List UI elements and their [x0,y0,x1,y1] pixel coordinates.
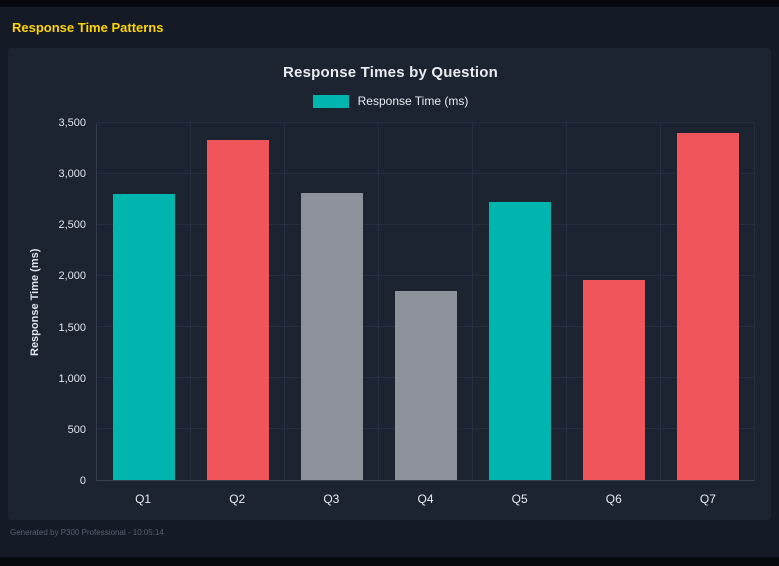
v-gridline [566,123,567,480]
y-tick-label: 2,500 [58,219,86,232]
bar-q2[interactable] [206,140,270,480]
v-gridline [378,123,379,480]
x-tick-label: Q1 [135,492,152,506]
y-axis-ticks: 0 500 1,000 1,500 2,000 2,500 3,000 3,500 [48,117,96,487]
y-tick-label: 1,500 [58,321,86,334]
v-gridline [660,123,661,480]
v-gridline [189,123,191,480]
chart-panel: Response Times by Question Response Time… [8,48,771,520]
top-strip [0,0,779,7]
x-tick-label: Q6 [605,492,622,506]
bar-cell [473,123,567,480]
y-axis-title: Response Time (ms) [29,248,41,356]
footer-text: Generated by P300 Professional - 10:05:1… [10,528,164,537]
bar-q1[interactable] [112,194,176,480]
bar-q5[interactable] [488,201,552,480]
bar-q6[interactable] [582,280,646,480]
plot-wrap: Q1 Q2 Q3 Q4 Q5 Q6 Q7 [96,122,755,506]
bars-row [97,123,755,480]
bar-cell [285,123,379,480]
h-gridline [97,173,755,174]
x-tick-label: Q3 [323,492,340,506]
y-tick-label: 2,000 [58,270,86,283]
v-gridline [471,123,473,480]
bar-q3[interactable] [300,193,364,480]
legend-label: Response Time (ms) [357,94,469,108]
x-axis-labels: Q1 Q2 Q3 Q4 Q5 Q6 Q7 [96,492,755,506]
y-tick-label: 1,000 [58,372,86,385]
chart-body: Response Time (ms) 0 500 1,000 1,500 2,000 2,… [22,117,759,506]
page-title: Response Time Patterns [12,20,164,35]
bar-q7[interactable] [676,133,740,480]
x-tick-label: Q2 [229,492,246,506]
bar-cell [661,123,755,480]
v-gridline [754,123,755,480]
x-tick-label: Q4 [417,492,434,506]
y-tick-label: 3,000 [58,168,86,181]
bar-cell [567,123,661,480]
plot-area [96,122,755,481]
content: Response Time Patterns Response Times by… [0,7,779,557]
bar-cell [379,123,473,480]
h-gridline [97,275,755,276]
bar-cell [191,123,285,480]
y-tick-label: 0 [79,475,86,487]
bar-q4[interactable] [394,291,458,480]
y-tick-label: 500 [67,423,86,436]
y-tick-label: 3,500 [58,117,86,129]
bar-cell [97,123,191,480]
bottom-strip [0,557,779,566]
legend-swatch-icon [312,94,349,108]
chart-title: Response Times by Question [283,64,498,81]
x-tick-label: Q7 [699,492,716,506]
v-gridline [283,123,285,480]
chart-legend[interactable]: Response Time (ms) [22,94,759,108]
h-gridline [97,224,755,225]
h-gridline [97,122,755,123]
x-tick-label: Q5 [511,492,528,506]
